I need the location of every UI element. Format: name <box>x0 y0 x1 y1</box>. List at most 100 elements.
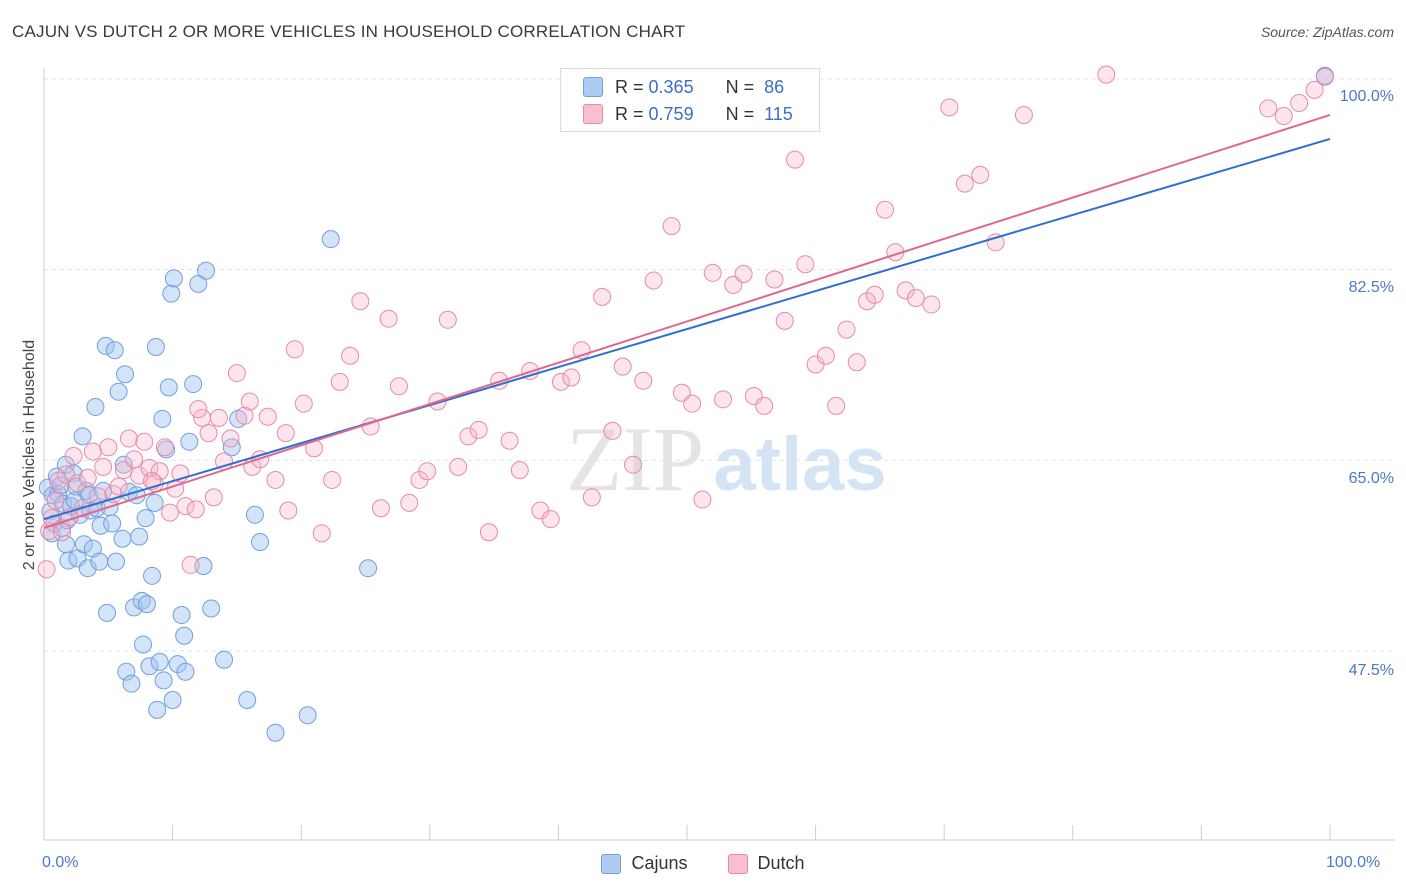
dutch-point <box>64 446 83 465</box>
dutch-point <box>276 424 295 443</box>
cajuns-point <box>145 493 164 512</box>
cajuns-point <box>148 700 167 719</box>
cajuns-point <box>134 635 153 654</box>
dutch-point <box>459 427 478 446</box>
dutch-point <box>1305 80 1324 99</box>
dutch-point <box>53 523 72 542</box>
dutch-point <box>235 406 254 425</box>
cajuns-point <box>86 397 105 416</box>
cajuns-point <box>150 652 169 671</box>
dutch-point <box>379 309 398 328</box>
r-label: R = <box>615 103 644 124</box>
dutch-point <box>83 442 102 461</box>
dutch-point <box>449 457 468 476</box>
cajuns-point <box>143 566 162 585</box>
r-label: R = <box>615 76 644 97</box>
dutch-point <box>155 438 174 457</box>
dutch-point <box>199 424 218 443</box>
cajuns-point <box>130 527 149 546</box>
legend-item-dutch[interactable]: Dutch <box>727 853 805 874</box>
gridlines <box>44 78 1395 652</box>
watermark-zip: ZIP <box>566 408 704 510</box>
dutch-point <box>418 462 437 481</box>
dutch-point <box>847 353 866 372</box>
cajuns-point <box>98 603 117 622</box>
cajuns-point <box>163 691 182 710</box>
dutch-point <box>683 394 702 413</box>
dutch-point <box>755 396 774 415</box>
dutch-point <box>1014 105 1033 124</box>
dutch-point <box>906 288 925 307</box>
dutch-point <box>858 292 877 311</box>
cajuns-point <box>153 409 172 428</box>
cajuns-point <box>154 671 173 690</box>
dutch-point <box>186 500 205 519</box>
dutch-point <box>181 555 200 574</box>
cajuns-point <box>184 375 203 394</box>
dutch-point <box>510 461 529 480</box>
dutch-point <box>400 493 419 512</box>
cajuns-point <box>114 455 133 474</box>
cajuns-point <box>107 552 126 571</box>
y-axis-label: 2 or more Vehicles in Household <box>21 339 38 571</box>
dutch-point <box>330 372 349 391</box>
dutch-point <box>940 98 959 117</box>
dutch-trend-line <box>43 114 1331 529</box>
dutch-point <box>42 509 61 528</box>
cajuns-trend-line <box>43 137 1331 521</box>
cajuns-point <box>251 533 270 552</box>
dutch-point <box>438 310 457 329</box>
cajuns-point <box>105 341 124 360</box>
dutch-point <box>1315 67 1334 86</box>
dutch-point <box>1097 65 1116 84</box>
cajuns-point <box>146 338 165 357</box>
dutch-point <box>479 523 498 542</box>
n-label: N = <box>725 76 755 97</box>
dutch-point <box>37 560 56 579</box>
trend-lines <box>43 114 1331 529</box>
dutch-point <box>68 474 87 493</box>
dutch-point <box>323 470 342 489</box>
dutch-point <box>541 510 560 529</box>
dutch-point <box>922 295 941 314</box>
dutch-point <box>371 499 390 518</box>
watermark-atlas: atlas <box>713 422 886 507</box>
dutch-point <box>662 217 681 236</box>
n-label: N = <box>725 103 755 124</box>
cajuns-point <box>122 674 141 693</box>
legend-row-dutch: R = 0.759 N = 115 <box>583 102 793 126</box>
dutch-point <box>135 432 154 451</box>
dutch-point <box>775 311 794 330</box>
y-tick-label: 100.0% <box>1339 88 1394 105</box>
dutch-point <box>623 455 642 474</box>
cajuns-point <box>96 336 115 355</box>
dutch-point <box>150 462 169 481</box>
cajuns-point <box>113 529 132 548</box>
cajuns-point <box>197 261 216 280</box>
dutch-point <box>703 263 722 282</box>
legend-row-cajuns: R = 0.365 N = 86 <box>583 75 784 99</box>
cajuns-point <box>159 378 178 397</box>
chart-title: CAJUN VS DUTCH 2 OR MORE VEHICLES IN HOU… <box>12 22 686 41</box>
dutch-point <box>693 490 712 509</box>
cajuns-point <box>136 509 155 528</box>
cajuns-point <box>175 626 194 645</box>
dutch-point <box>613 357 632 376</box>
dutch-point <box>1290 93 1309 112</box>
cajuns-point <box>359 559 378 578</box>
dutch-point <box>765 270 784 289</box>
cajuns-swatch <box>583 77 603 97</box>
cajuns-point <box>73 427 92 446</box>
cajuns-point <box>168 655 187 674</box>
dutch-point <box>876 200 895 219</box>
dutch-point <box>734 265 753 284</box>
dutch-point <box>49 472 68 491</box>
n-value: 86 <box>764 76 785 97</box>
dutch-point <box>99 438 118 457</box>
dutch-point <box>971 165 990 184</box>
x-tick-label-min: 0.0% <box>42 854 79 871</box>
cajuns-point <box>91 516 110 535</box>
dutch-point <box>109 477 128 496</box>
dutch-point <box>351 292 370 311</box>
legend-item-cajuns[interactable]: Cajuns <box>601 853 688 874</box>
